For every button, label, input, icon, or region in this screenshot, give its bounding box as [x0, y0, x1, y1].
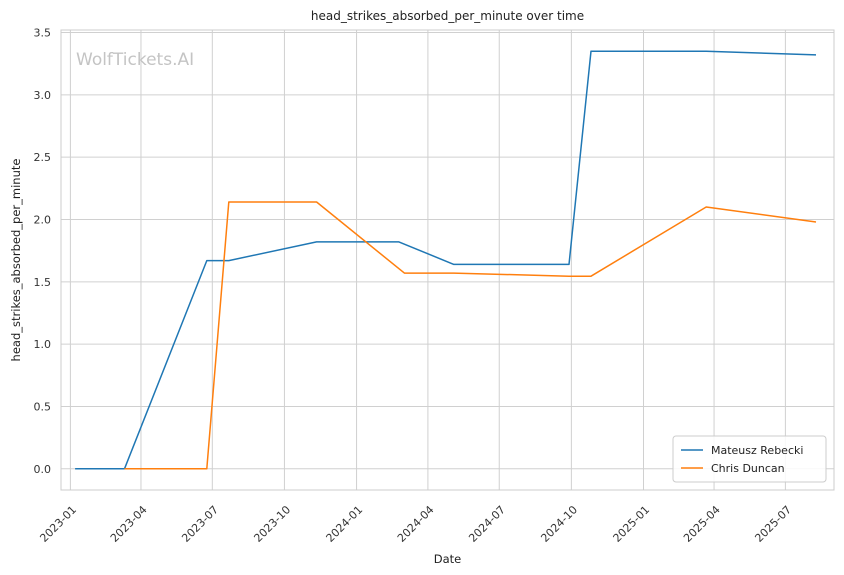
x-tick-label: 2023-04	[108, 503, 150, 545]
y-tick-label: 2.5	[34, 151, 52, 164]
legend: Mateusz Rebecki Chris Duncan	[672, 435, 827, 483]
x-tick-label: 2025-01	[611, 503, 653, 545]
y-tick-label: 1.5	[34, 276, 52, 289]
x-tick-label: 2023-07	[179, 503, 221, 545]
y-tick-label: 3.0	[34, 89, 52, 102]
y-axis-label: head_strikes_absorbed_per_minute	[9, 159, 23, 362]
y-tick-label: 0.0	[34, 463, 52, 476]
legend-entry: Chris Duncan	[711, 462, 785, 475]
legend-entry: Mateusz Rebecki	[711, 444, 803, 457]
series-line-1	[124, 201, 817, 470]
watermark: WolfTickets.AI	[76, 50, 194, 70]
legend-box	[672, 435, 827, 483]
plot-frame	[60, 29, 835, 491]
x-tick-label: 2024-07	[466, 503, 508, 545]
series-line-0	[75, 50, 817, 470]
y-tick-label: 2.0	[34, 213, 52, 226]
y-tick-label: 3.5	[34, 26, 52, 39]
grid	[61, 30, 834, 490]
x-tick-label: 2024-01	[324, 503, 366, 545]
y-tick-label: 0.5	[34, 400, 52, 413]
x-tick-label: 2025-07	[752, 503, 794, 545]
series-layer	[75, 50, 817, 470]
x-axis: 2023-01 2023-04 2023-07 2023-10 2024-01 2024-…	[37, 503, 794, 545]
x-tick-label: 2023-10	[251, 503, 293, 545]
chart-title: head_strikes_absorbed_per_minute over ti…	[311, 9, 584, 23]
x-tick-label: 2025-04	[681, 503, 723, 545]
x-tick-label: 2024-10	[538, 503, 580, 545]
x-axis-label: Date	[434, 552, 462, 566]
x-tick-label: 2024-04	[395, 503, 437, 545]
y-axis: 0.0 0.5 1.0 1.5 2.0 2.5 3.0 3.5	[34, 26, 52, 475]
x-tick-label: 2023-01	[37, 503, 79, 545]
y-tick-label: 1.0	[34, 338, 52, 351]
